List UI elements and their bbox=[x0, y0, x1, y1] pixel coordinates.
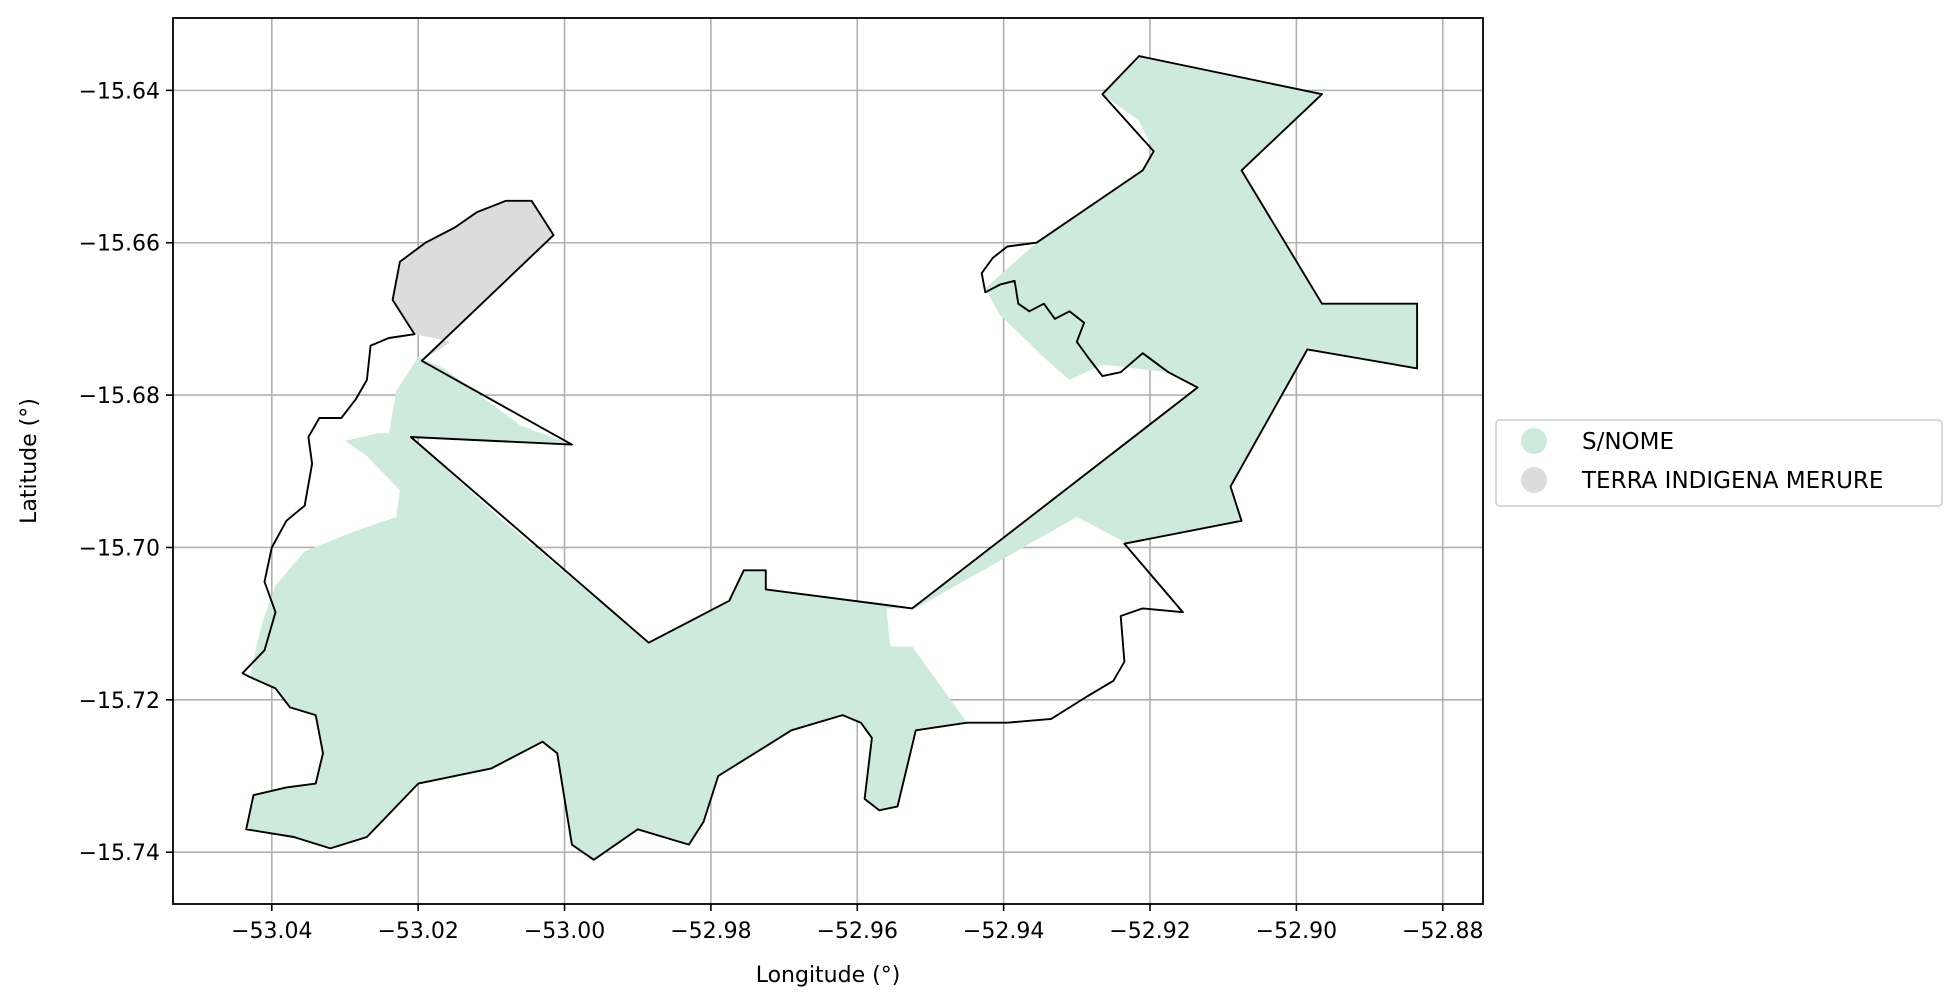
x-tick-label: −52.92 bbox=[1109, 919, 1190, 944]
y-tick-label: −15.70 bbox=[79, 536, 160, 561]
y-axis-ticks: −15.64 −15.66 −15.68 −15.70 −15.72 −15.74 bbox=[79, 79, 173, 866]
boundary-outline bbox=[241, 55, 1419, 861]
legend-marker-terra-indigena-merure bbox=[1521, 467, 1547, 493]
y-axis-label: Latitude (°) bbox=[17, 398, 42, 524]
x-axis-ticks: −53.04 −53.02 −53.00 −52.98 −52.96 −52.94 −52.… bbox=[231, 904, 1483, 944]
x-tick-label: −53.02 bbox=[377, 919, 458, 944]
legend-marker-s-nome bbox=[1521, 428, 1547, 454]
boundary-line bbox=[241, 55, 1419, 861]
legend-box bbox=[1495, 419, 1943, 507]
legend-label-terra-indigena-merure: TERRA INDIGENA MERURE bbox=[1581, 468, 1883, 494]
x-tick-label: −52.98 bbox=[670, 919, 751, 944]
plot-frame bbox=[172, 17, 1484, 905]
y-tick-label: −15.64 bbox=[79, 79, 160, 104]
x-tick-label: −52.88 bbox=[1402, 919, 1483, 944]
y-tick-label: −15.66 bbox=[79, 232, 160, 257]
y-tick-label: −15.72 bbox=[79, 689, 160, 714]
y-tick-label: −15.74 bbox=[79, 841, 160, 866]
map-regions bbox=[246, 56, 1418, 860]
x-tick-label: −53.04 bbox=[231, 919, 312, 944]
legend-label-s-nome: S/NOME bbox=[1582, 429, 1674, 455]
y-tick-label: −15.68 bbox=[79, 384, 160, 409]
region-terra-indigena-merure bbox=[392, 200, 554, 361]
legend: S/NOME TERRA INDIGENA MERURE bbox=[1495, 419, 1943, 507]
x-axis-label: Longitude (°) bbox=[756, 963, 901, 988]
region-s-nome bbox=[246, 56, 1418, 860]
x-tick-label: −53.00 bbox=[524, 919, 605, 944]
x-tick-label: −52.90 bbox=[1256, 919, 1337, 944]
x-tick-label: −52.94 bbox=[963, 919, 1044, 944]
x-tick-label: −52.96 bbox=[817, 919, 898, 944]
